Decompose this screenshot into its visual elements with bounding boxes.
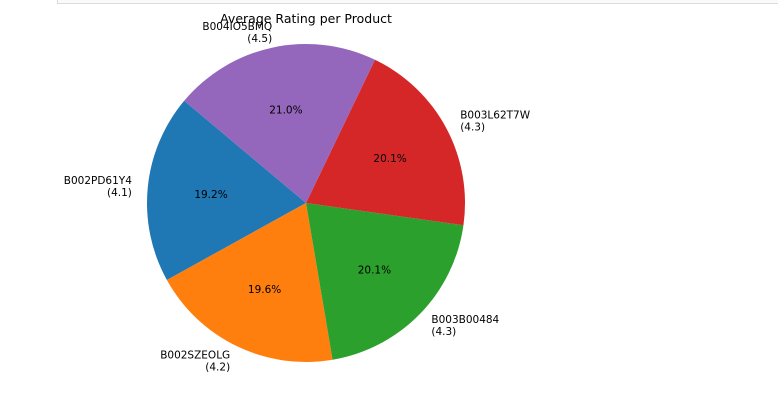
pie-slice-b002pd61y4 <box>147 100 306 281</box>
notebook-cell-border <box>57 0 778 4</box>
chart-title: Average Rating per Product <box>220 11 392 26</box>
pie-percent-label: 19.6% <box>248 284 281 296</box>
pie-percent-label: 19.2% <box>194 189 227 201</box>
pie-labels: 19.2% B002PD61Y4 (4.1) 19.6% B002SZEOLG (4.2)… <box>64 21 531 374</box>
pie-slice-b003l62t7w <box>306 59 466 226</box>
pie-slice-label: B004IO5BMQ (4.5) <box>202 21 272 45</box>
pie-slice-b003b00484 <box>306 203 464 360</box>
pie-slice-label: B002SZEOLG (4.2) <box>160 350 230 374</box>
pie-percent-label: 21.0% <box>269 105 302 117</box>
pie-slice-label: B003L62T7W (4.3) <box>460 110 531 134</box>
pie-slices <box>147 44 466 362</box>
pie-slice-label: B002PD61Y4 (4.1) <box>64 175 132 199</box>
pie-slice-label: B003B00484 (4.3) <box>431 314 499 338</box>
pie-percent-label: 20.1% <box>358 265 391 277</box>
pie-slice-b002szeolg <box>166 203 333 362</box>
pie-slice-b004io5bmq <box>184 44 375 203</box>
pie-percent-label: 20.1% <box>373 153 406 165</box>
